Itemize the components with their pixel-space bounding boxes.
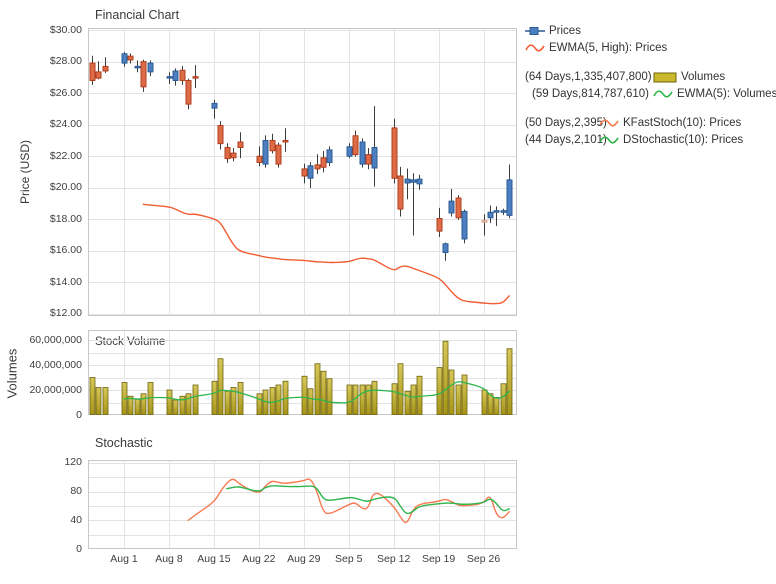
legend-prefix: (50 Days,2,395): [525, 116, 607, 129]
stochastic-title: Stochastic: [95, 436, 153, 450]
candlestick-icon: [525, 26, 545, 35]
y-tick-label: $18.00: [49, 212, 82, 225]
y-tick-label: 120: [64, 456, 82, 469]
legend-label: DStochastic(10): Prices: [623, 133, 744, 146]
legend-row-kfaststoch-10-prices[interactable]: (50 Days,2,395) KFastStoch(10): Prices: [525, 114, 776, 131]
legend-label: Volumes: [681, 70, 726, 83]
legend-row-ewma-5-volumes[interactable]: (59 Days,814,787,610) EWMA(5): Volumes: [525, 85, 776, 102]
y-tick-label: $12.00: [49, 307, 82, 320]
volume-chart-canvas: [88, 330, 517, 415]
x-tick-label: Sep 5: [334, 553, 363, 565]
x-tick-label: Sep 12: [377, 553, 411, 565]
wave-icon: [525, 43, 545, 52]
legend-prefix: (59 Days,814,787,610): [532, 87, 649, 100]
y-tick-label: 40,000,000: [29, 358, 82, 371]
x-tick-label: Aug 8: [155, 553, 183, 565]
x-tick-label: Aug 15: [197, 553, 231, 565]
y-tick-label: $20.00: [49, 181, 82, 194]
y-tick-label: $26.00: [49, 86, 82, 99]
legend-label: EWMA(5, High): Prices: [549, 41, 668, 54]
legend-row-prices[interactable]: Prices: [525, 22, 776, 39]
wave-icon: [599, 135, 619, 144]
legend-prefix: (44 Days,2,101): [525, 133, 607, 146]
x-tick-label: Sep 19: [421, 553, 456, 565]
x-tick-label: Aug 1: [110, 553, 138, 565]
y-tick-label: 60,000,000: [29, 333, 82, 346]
legend-row-volumes[interactable]: (64 Days,1,335,407,800) Volumes: [525, 68, 776, 85]
x-tick-label: Sep 26: [466, 553, 501, 565]
legend-label: EWMA(5): Volumes: [677, 87, 776, 100]
wave-icon: [599, 118, 619, 127]
y-tick-label: $14.00: [49, 275, 82, 288]
legend-label: Prices: [549, 24, 581, 37]
y-tick-label: $30.00: [49, 23, 82, 36]
y-tick-label: 80: [70, 485, 82, 498]
legend-label: KFastStoch(10): Prices: [623, 116, 742, 129]
price-axis-title: Price (USD): [18, 140, 32, 205]
legend-row-ewma-5-high-prices[interactable]: EWMA(5, High): Prices: [525, 39, 776, 56]
y-tick-label: 0: [76, 408, 82, 421]
y-tick-label: $22.00: [49, 149, 82, 162]
y-tick-label: 20,000,000: [29, 383, 82, 396]
y-tick-label: 0: [76, 542, 82, 555]
wave-icon: [653, 89, 673, 98]
financial-chart-title: Financial Chart: [95, 8, 180, 22]
stochastic-chart-canvas: [88, 460, 517, 549]
bar-icon: [653, 72, 677, 82]
volumes-axis-title: Volumes: [4, 348, 20, 399]
x-tick-label: Aug 22: [242, 553, 276, 565]
y-tick-label: 40: [70, 513, 82, 526]
y-tick-label: $24.00: [49, 118, 82, 131]
y-tick-label: $28.00: [49, 55, 82, 68]
price-chart-canvas: [88, 28, 517, 316]
legend-prefix: (64 Days,1,335,407,800): [525, 70, 652, 83]
legend: Prices EWMA(5, High): Prices (64 Days,1,33…: [525, 22, 776, 148]
x-tick-label: Aug 29: [287, 553, 321, 565]
legend-row-dstochastic-10-prices[interactable]: (44 Days,2,101) DStochastic(10): Prices: [525, 131, 776, 148]
y-tick-label: $16.00: [49, 244, 82, 257]
